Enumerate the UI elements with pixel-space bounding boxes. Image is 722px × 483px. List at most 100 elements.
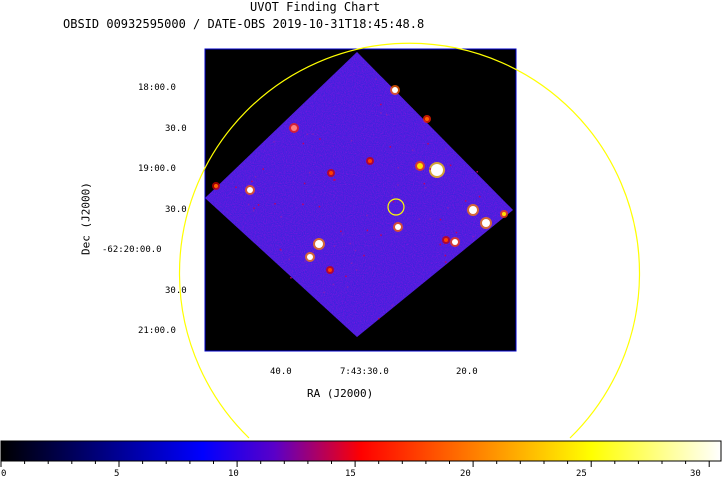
- star-source: [469, 206, 477, 214]
- noise-speck: [254, 176, 257, 178]
- noise-speck: [252, 210, 255, 212]
- star-source: [315, 240, 323, 248]
- noise-speck: [464, 200, 467, 202]
- dec-tick-label: -62:20:00.0: [102, 245, 162, 255]
- noise-speck: [235, 186, 237, 188]
- noise-speck: [439, 218, 442, 221]
- exposure-noise: [205, 52, 513, 337]
- noise-speck: [425, 186, 427, 189]
- chart-subtitle: OBSID 00932595000 / DATE-OBS 2019-10-31T…: [63, 17, 425, 31]
- noise-speck: [427, 143, 429, 145]
- noise-speck: [345, 275, 347, 278]
- noise-speck: [323, 291, 325, 294]
- noise-speck: [363, 254, 365, 257]
- noise-speck: [346, 286, 349, 288]
- noise-speck: [262, 168, 264, 170]
- noise-speck: [302, 203, 304, 206]
- noise-speck: [302, 142, 305, 145]
- star-source: [452, 239, 458, 245]
- noise-speck: [354, 249, 357, 252]
- noise-speck: [319, 138, 321, 140]
- noise-speck: [392, 200, 395, 203]
- star-source: [392, 87, 398, 93]
- noise-speck: [380, 103, 382, 106]
- noise-speck: [429, 168, 431, 170]
- noise-speck: [391, 304, 393, 307]
- noise-speck: [397, 184, 399, 186]
- noise-speck: [309, 171, 311, 174]
- colorbar-tick-label: 20: [460, 469, 471, 479]
- colorbar-tick-label: 30: [690, 469, 701, 479]
- noise-speck: [274, 203, 276, 205]
- noise-speck: [279, 248, 282, 251]
- noise-speck: [375, 78, 377, 80]
- noise-speck: [306, 133, 308, 136]
- noise-speck: [333, 179, 335, 181]
- star-source: [417, 163, 423, 169]
- noise-speck: [386, 113, 388, 116]
- colorbar-tick-marks: [0, 461, 710, 467]
- noise-speck: [380, 234, 382, 236]
- y-axis-label: Dec (J2000): [79, 182, 93, 255]
- noise-speck: [478, 195, 481, 198]
- target-marker-circle: [387, 198, 405, 216]
- noise-speck: [333, 245, 336, 247]
- star-source: [291, 125, 297, 131]
- star-source: [307, 254, 313, 260]
- dec-tick-label: 19:00.0: [138, 164, 176, 174]
- noise-speck: [280, 216, 282, 218]
- noise-speck: [444, 254, 447, 257]
- ra-tick-label: 20.0: [456, 367, 478, 377]
- noise-speck: [439, 243, 441, 246]
- colorbar-tick-label: 10: [228, 469, 239, 479]
- star-source: [247, 187, 253, 193]
- noise-speck: [423, 182, 426, 185]
- noise-speck: [449, 164, 452, 167]
- noise-speck: [391, 194, 393, 197]
- noise-speck: [303, 182, 306, 185]
- noise-speck: [472, 235, 475, 238]
- noise-speck: [378, 317, 380, 320]
- noise-speck: [318, 205, 321, 208]
- noise-speck: [445, 148, 447, 150]
- noise-speck: [366, 214, 368, 217]
- noise-speck: [445, 261, 447, 263]
- colorbar-tick-label: 0: [1, 469, 7, 479]
- noise-speck: [334, 179, 336, 181]
- star-source: [214, 184, 218, 188]
- noise-speck: [398, 198, 401, 200]
- dec-tick-label: 21:00.0: [138, 326, 176, 336]
- noise-speck: [350, 139, 353, 142]
- star-source: [395, 224, 401, 230]
- noise-speck: [366, 229, 369, 232]
- dec-tick-label: 30.0: [165, 124, 187, 134]
- star-source: [329, 171, 333, 175]
- noise-speck: [312, 133, 314, 135]
- noise-speck: [418, 218, 420, 220]
- noise-speck: [340, 230, 342, 233]
- ra-tick-label: 7:43:30.0: [340, 367, 389, 377]
- noise-speck: [447, 207, 449, 209]
- star-source: [444, 238, 448, 242]
- colorbar: [0, 440, 722, 462]
- star-source: [425, 117, 429, 121]
- noise-speck: [253, 207, 255, 209]
- noise-speck: [290, 277, 292, 279]
- star-source: [328, 268, 332, 272]
- colorbar-tick-label: 5: [114, 469, 120, 479]
- noise-speck: [397, 166, 399, 169]
- noise-speck: [280, 249, 283, 252]
- noise-speck: [455, 231, 458, 234]
- noise-speck: [288, 258, 290, 261]
- star-source: [368, 159, 372, 163]
- dec-tick-label: 18:00.0: [138, 83, 176, 93]
- noise-speck: [350, 262, 353, 264]
- noise-speck: [273, 141, 275, 143]
- colorbar-tick-label: 25: [576, 469, 587, 479]
- noise-speck: [342, 233, 344, 235]
- noise-speck: [304, 260, 306, 262]
- noise-speck: [476, 171, 478, 173]
- noise-speck: [349, 242, 351, 245]
- noise-speck: [257, 204, 260, 206]
